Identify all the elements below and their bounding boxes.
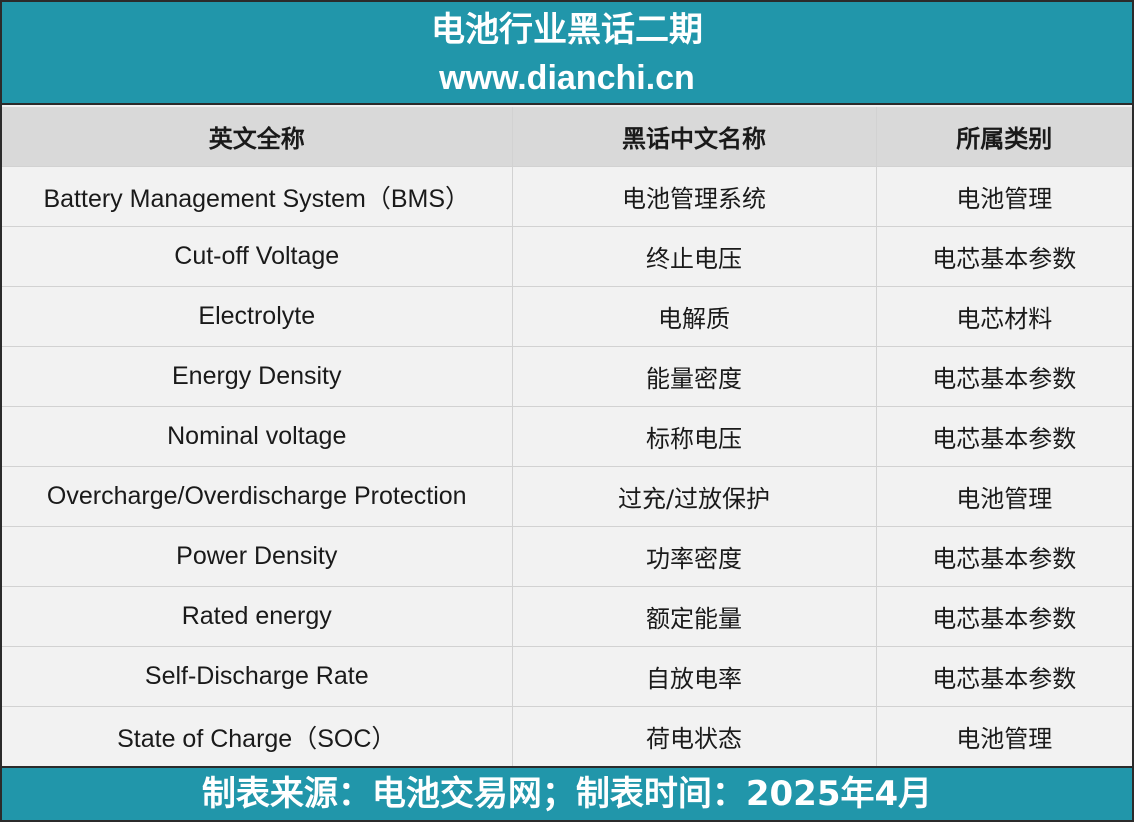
category: 电芯材料	[875, 286, 1132, 347]
chinese-term: 电池管理系统	[511, 166, 877, 227]
table-row: Overcharge/Overdischarge Protection 过充/过…	[2, 466, 1132, 527]
category: 电芯基本参数	[875, 526, 1132, 587]
table-row: State of Charge（SOC） 荷电状态 电池管理	[2, 706, 1132, 767]
chinese-term: 标称电压	[511, 406, 877, 467]
chinese-term: 过充/过放保护	[511, 466, 877, 527]
chinese-term: 终止电压	[511, 226, 877, 287]
category: 电池管理	[875, 166, 1132, 227]
english-term: Nominal voltage	[2, 406, 513, 467]
english-term: Electrolyte	[2, 286, 513, 347]
table-row: Energy Density 能量密度 电芯基本参数	[2, 346, 1132, 407]
category: 电芯基本参数	[875, 586, 1132, 647]
english-term: State of Charge（SOC）	[2, 706, 513, 767]
table-row: Battery Management System（BMS） 电池管理系统 电池…	[2, 166, 1132, 227]
chinese-term: 电解质	[511, 286, 877, 347]
jargon-table: 英文全称 黑话中文名称 所属类别 Battery Management Syst…	[2, 107, 1132, 767]
source-footer: 制表来源：电池交易网；制表时间：2025年4月	[2, 766, 1132, 820]
table-row: Cut-off Voltage 终止电压 电芯基本参数	[2, 226, 1132, 287]
column-header-chinese: 黑话中文名称	[511, 107, 877, 167]
category: 电芯基本参数	[875, 346, 1132, 407]
site-url: www.dianchi.cn	[439, 59, 695, 97]
chinese-term: 荷电状态	[511, 706, 877, 767]
page-title: 电池行业黑话二期	[431, 10, 703, 50]
table-row: Rated energy 额定能量 电芯基本参数	[2, 586, 1132, 647]
column-header-category: 所属类别	[875, 107, 1132, 167]
english-term: Overcharge/Overdischarge Protection	[2, 466, 513, 527]
chinese-term: 额定能量	[511, 586, 877, 647]
category: 电池管理	[875, 466, 1132, 527]
column-header-english: 英文全称	[2, 107, 513, 167]
table-row: Electrolyte 电解质 电芯材料	[2, 286, 1132, 347]
category: 电芯基本参数	[875, 646, 1132, 707]
chinese-term: 能量密度	[511, 346, 877, 407]
english-term: Energy Density	[2, 346, 513, 407]
category: 电芯基本参数	[875, 226, 1132, 287]
english-term: Rated energy	[2, 586, 513, 647]
english-term: Cut-off Voltage	[2, 226, 513, 287]
table-row: Self-Discharge Rate 自放电率 电芯基本参数	[2, 646, 1132, 707]
category: 电池管理	[875, 706, 1132, 767]
english-term: Power Density	[2, 526, 513, 587]
chinese-term: 自放电率	[511, 646, 877, 707]
category: 电芯基本参数	[875, 406, 1132, 467]
english-term: Battery Management System（BMS）	[2, 166, 513, 227]
table-row: Power Density 功率密度 电芯基本参数	[2, 526, 1132, 587]
title-banner: 电池行业黑话二期 www.dianchi.cn	[2, 2, 1132, 105]
chinese-term: 功率密度	[511, 526, 877, 587]
table-row: Nominal voltage 标称电压 电芯基本参数	[2, 406, 1132, 467]
english-term: Self-Discharge Rate	[2, 646, 513, 707]
table-header-row: 英文全称 黑话中文名称 所属类别	[2, 107, 1132, 167]
